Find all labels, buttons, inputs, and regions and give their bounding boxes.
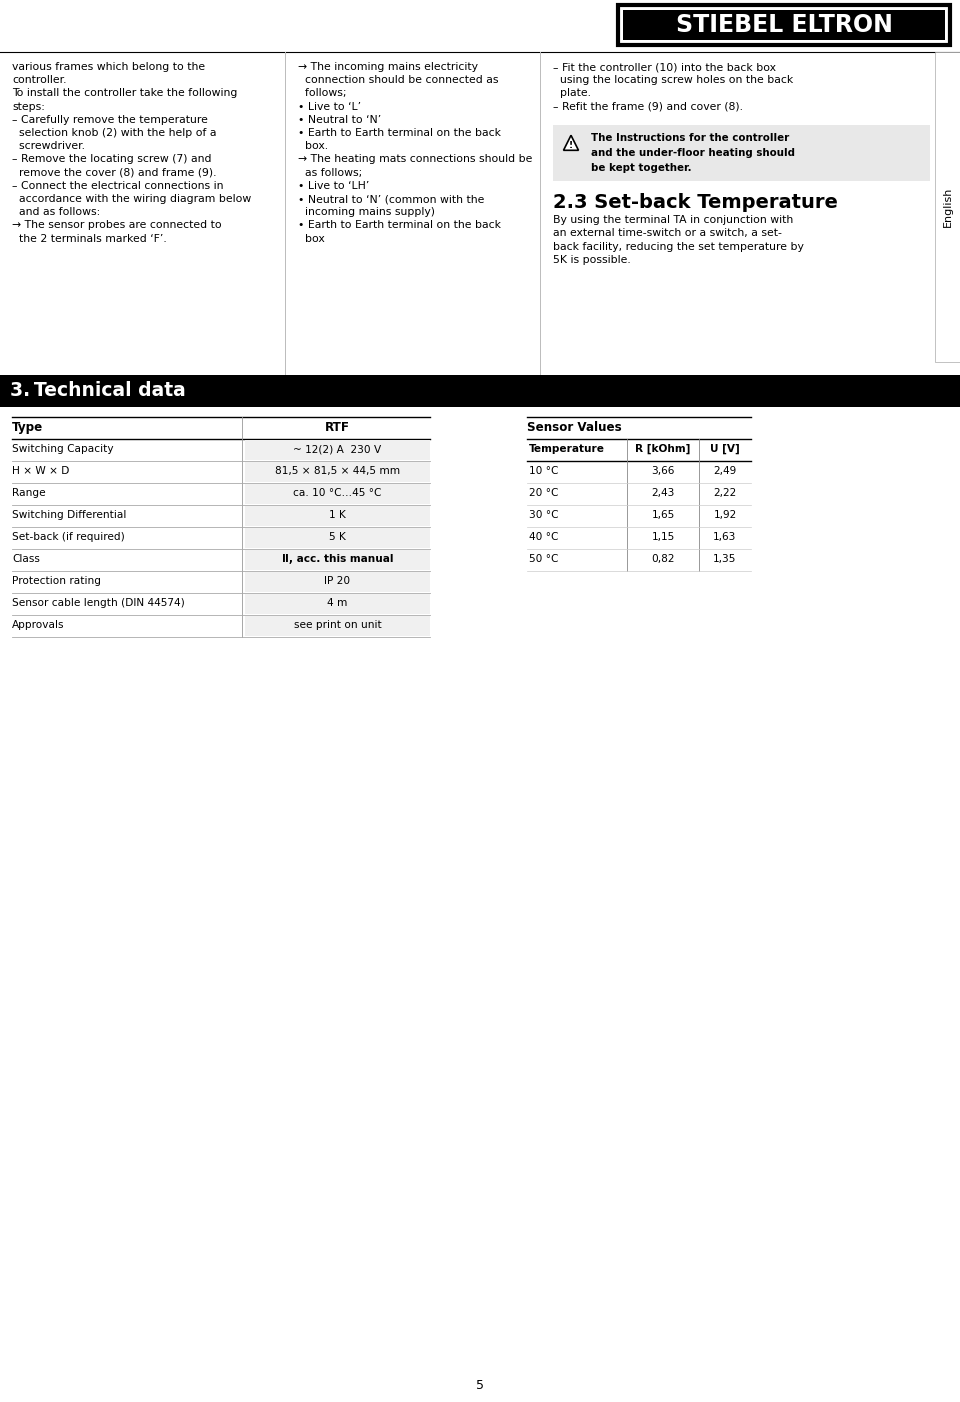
Text: be kept together.: be kept together. — [591, 163, 691, 172]
Text: box.: box. — [298, 142, 328, 151]
Bar — [618, 6, 950, 45]
Text: various frames which belong to the: various frames which belong to the — [12, 62, 205, 72]
Text: plate.: plate. — [553, 88, 591, 98]
Text: U [V]: U [V] — [710, 444, 740, 454]
Text: remove the cover (8) and frame (9).: remove the cover (8) and frame (9). — [12, 168, 217, 178]
Text: selection knob (2) with the help of a: selection knob (2) with the help of a — [12, 128, 217, 137]
Bar — [245, 550, 430, 571]
Text: box: box — [298, 234, 324, 244]
Text: using the locating screw holes on the back: using the locating screw holes on the ba… — [553, 76, 793, 86]
Text: Switching Capacity: Switching Capacity — [12, 444, 113, 454]
Text: the 2 terminals marked ‘F’.: the 2 terminals marked ‘F’. — [12, 234, 167, 244]
Text: Set-back (if required): Set-back (if required) — [12, 531, 125, 543]
Bar — [935, 52, 960, 362]
Text: 3. Technical data: 3. Technical data — [10, 381, 185, 401]
Text: STIEBEL ELTRON: STIEBEL ELTRON — [676, 13, 893, 36]
Text: and the under-floor heating should: and the under-floor heating should — [591, 147, 795, 158]
Text: connection should be connected as: connection should be connected as — [298, 76, 498, 86]
Bar — [245, 484, 430, 503]
Text: H × W × D: H × W × D — [12, 465, 69, 477]
Text: 1,35: 1,35 — [713, 554, 736, 564]
Text: 0,82: 0,82 — [651, 554, 675, 564]
Text: 30 °C: 30 °C — [529, 510, 559, 520]
Text: 1 K: 1 K — [329, 510, 346, 520]
Text: Sensor cable length (DIN 44574): Sensor cable length (DIN 44574) — [12, 599, 184, 608]
Text: 2,43: 2,43 — [651, 488, 675, 498]
Polygon shape — [564, 136, 579, 150]
Text: • Neutral to ‘N’ (common with the: • Neutral to ‘N’ (common with the — [298, 193, 485, 205]
Text: • Earth to Earth terminal on the back: • Earth to Earth terminal on the back — [298, 128, 501, 137]
Text: 2,22: 2,22 — [713, 488, 736, 498]
Text: By using the terminal TA in conjunction with: By using the terminal TA in conjunction … — [553, 215, 793, 224]
Text: ca. 10 °C…45 °C: ca. 10 °C…45 °C — [294, 488, 382, 498]
Text: The Instructions for the controller: The Instructions for the controller — [591, 133, 789, 143]
Text: R [kOhm]: R [kOhm] — [636, 444, 690, 454]
Text: • Live to ‘L’: • Live to ‘L’ — [298, 101, 361, 112]
Text: ~ 12(2) A  230 V: ~ 12(2) A 230 V — [294, 444, 381, 454]
Text: as follows;: as follows; — [298, 168, 362, 178]
Text: and as follows:: and as follows: — [12, 207, 100, 217]
Text: 5 K: 5 K — [329, 531, 346, 543]
Text: RTF: RTF — [325, 421, 350, 435]
Text: – Fit the controller (10) into the back box: – Fit the controller (10) into the back … — [553, 62, 776, 72]
Bar — [553, 125, 930, 181]
Bar — [245, 463, 430, 482]
Text: 1,92: 1,92 — [713, 510, 736, 520]
Text: accordance with the wiring diagram below: accordance with the wiring diagram below — [12, 193, 252, 205]
Text: → The sensor probes are connected to: → The sensor probes are connected to — [12, 220, 222, 230]
Text: – Carefully remove the temperature: – Carefully remove the temperature — [12, 115, 208, 125]
Text: Range: Range — [12, 488, 46, 498]
Text: 10 °C: 10 °C — [529, 465, 559, 477]
Text: !: ! — [569, 142, 573, 150]
Bar — [245, 615, 430, 637]
Text: 2.3 Set-back Temperature: 2.3 Set-back Temperature — [553, 193, 838, 212]
Text: Protection rating: Protection rating — [12, 576, 101, 586]
Text: – Connect the electrical connections in: – Connect the electrical connections in — [12, 181, 224, 191]
Bar — [245, 506, 430, 526]
Bar — [245, 529, 430, 548]
Text: follows;: follows; — [298, 88, 347, 98]
Text: Temperature: Temperature — [529, 444, 605, 454]
Text: steps:: steps: — [12, 101, 45, 112]
Text: • Neutral to ‘N’: • Neutral to ‘N’ — [298, 115, 381, 125]
Text: 5K is possible.: 5K is possible. — [553, 255, 631, 265]
Bar — [245, 594, 430, 614]
Text: 1,65: 1,65 — [652, 510, 675, 520]
Text: back facility, reducing the set temperature by: back facility, reducing the set temperat… — [553, 241, 804, 252]
Text: 5: 5 — [476, 1380, 484, 1392]
Text: 1,15: 1,15 — [652, 531, 675, 543]
Text: 81,5 × 81,5 × 44,5 mm: 81,5 × 81,5 × 44,5 mm — [275, 465, 400, 477]
Text: Switching Differential: Switching Differential — [12, 510, 127, 520]
Text: screwdriver.: screwdriver. — [12, 142, 85, 151]
Text: Ⅱ, acc. this manual: Ⅱ, acc. this manual — [281, 554, 394, 564]
Text: Class: Class — [12, 554, 40, 564]
Text: Type: Type — [12, 421, 43, 435]
Text: 1,63: 1,63 — [713, 531, 736, 543]
Text: 40 °C: 40 °C — [529, 531, 559, 543]
Text: 2,49: 2,49 — [713, 465, 736, 477]
Text: an external time-switch or a switch, a set-: an external time-switch or a switch, a s… — [553, 229, 781, 238]
Text: 50 °C: 50 °C — [529, 554, 559, 564]
Text: – Refit the frame (9) and cover (8).: – Refit the frame (9) and cover (8). — [553, 101, 743, 112]
Text: → The heating mats connections should be: → The heating mats connections should be — [298, 154, 533, 164]
Text: To install the controller take the following: To install the controller take the follo… — [12, 88, 237, 98]
Text: → The incoming mains electricity: → The incoming mains electricity — [298, 62, 478, 72]
Text: 20 °C: 20 °C — [529, 488, 559, 498]
Text: IP 20: IP 20 — [324, 576, 350, 586]
Bar — [245, 572, 430, 592]
Bar — [623, 10, 945, 41]
Text: controller.: controller. — [12, 76, 66, 86]
Text: Sensor Values: Sensor Values — [527, 421, 622, 435]
Text: English: English — [943, 186, 952, 227]
Text: see print on unit: see print on unit — [294, 620, 381, 629]
Text: 4 m: 4 m — [327, 599, 348, 608]
Text: • Live to ‘LH’: • Live to ‘LH’ — [298, 181, 370, 191]
Bar — [245, 440, 430, 460]
Text: – Remove the locating screw (7) and: – Remove the locating screw (7) and — [12, 154, 211, 164]
Bar — [0, 374, 960, 407]
Text: 3,66: 3,66 — [651, 465, 675, 477]
Text: • Earth to Earth terminal on the back: • Earth to Earth terminal on the back — [298, 220, 501, 230]
Text: Approvals: Approvals — [12, 620, 64, 629]
Text: incoming mains supply): incoming mains supply) — [298, 207, 435, 217]
